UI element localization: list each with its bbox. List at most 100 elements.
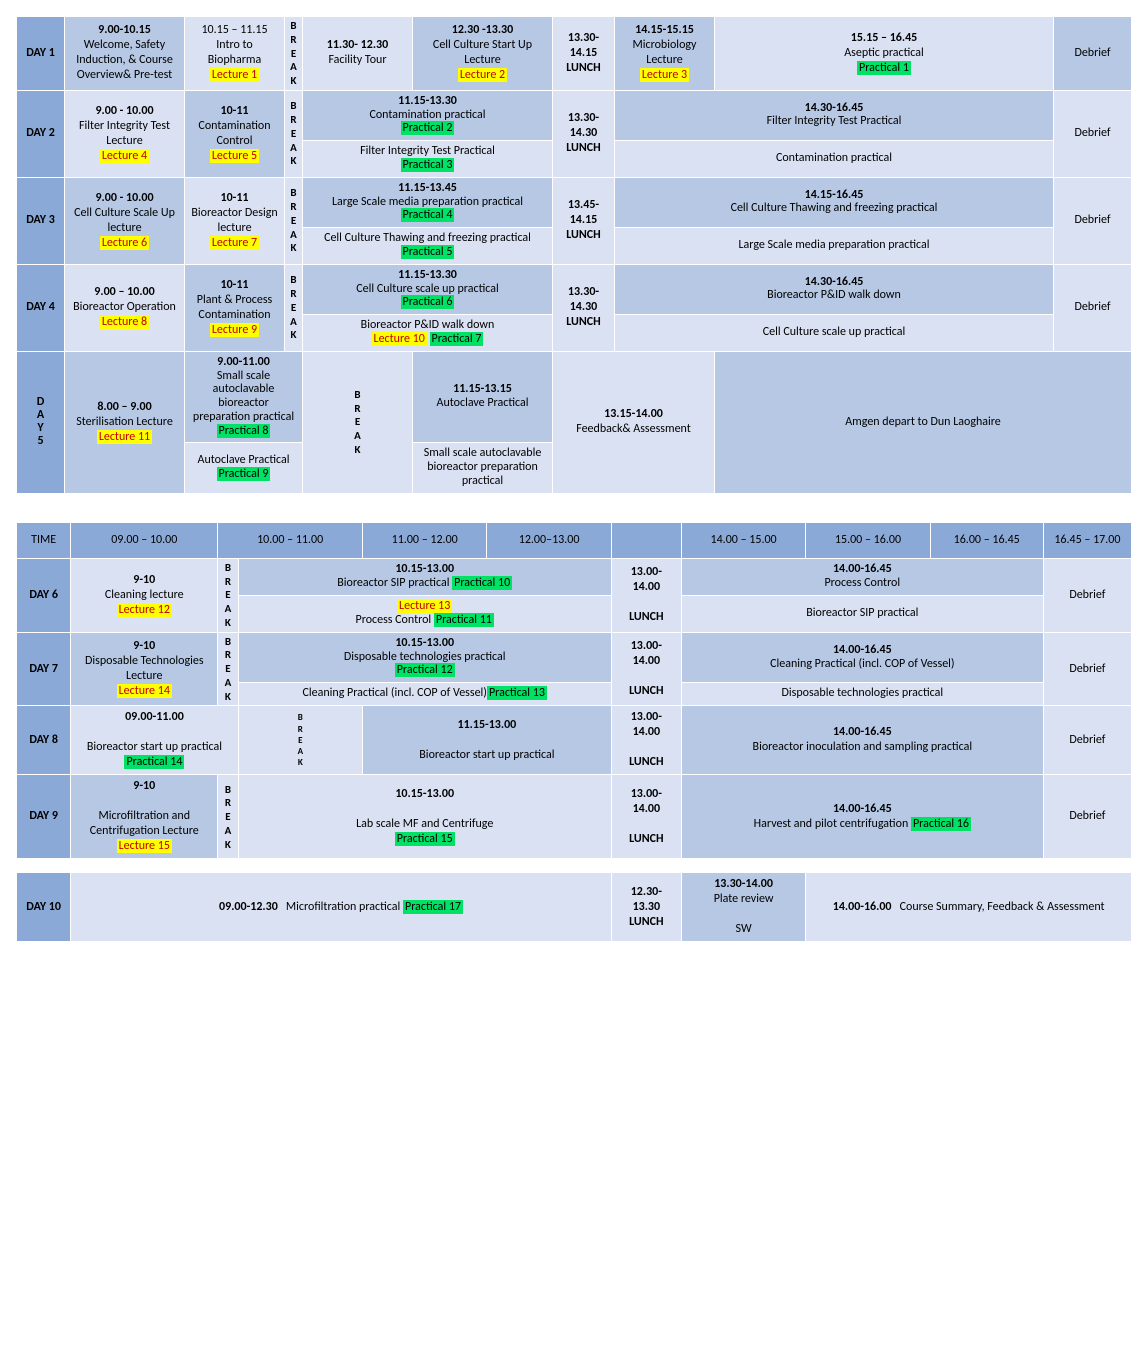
- day1-slot4: 12.30 -13.30 Cell Culture Start Up Lectu…: [413, 17, 553, 91]
- break-cell: BREAK: [218, 632, 238, 706]
- day3-label: DAY 3: [17, 177, 65, 264]
- week1-schedule: DAY 1 9.00-10.15 Welcome, Safety Inducti…: [16, 16, 1132, 494]
- day2-row-top: DAY 2 9.00 - 10.00 Filter Integrity Test…: [17, 90, 1132, 140]
- day2-slot2: 10-11 Contamination Control Lecture 5: [185, 90, 285, 177]
- day4-slot1: 9.00 – 10.00 Bioreactor Operation Lectur…: [65, 264, 185, 351]
- day2-mid-bot: Filter Integrity Test Practical Practica…: [303, 141, 553, 178]
- day2-slot1: 9.00 - 10.00 Filter Integrity Test Lectu…: [65, 90, 185, 177]
- day1-label: DAY 1: [17, 17, 65, 91]
- day9-debrief: Debrief: [1043, 775, 1131, 859]
- day7-aft-top: 14.00-16.45 Cleaning Practical (incl. CO…: [681, 632, 1043, 683]
- day3-slot2: 10-11 Bioreactor Design lecture Lecture …: [185, 177, 285, 264]
- day4-debrief: Debrief: [1054, 264, 1132, 351]
- day3-aft-bot: Large Scale media preparation practical: [615, 228, 1054, 265]
- day2-mid-top: 11.15-13.30 Contamination practical Prac…: [303, 90, 553, 140]
- day5-mid-bot: Autoclave Practical Practical 9: [185, 443, 303, 493]
- break-cell: BREAK: [218, 558, 238, 632]
- day6-debrief: Debrief: [1043, 558, 1131, 632]
- day3-slot1: 9.00 - 10.00 Cell Culture Scale Up lectu…: [65, 177, 185, 264]
- day7-slot1: 9-10 Disposable Technologies Lecture Lec…: [71, 632, 218, 706]
- day6-mid-bot: Lecture 13 Process Control Practical 11: [238, 595, 611, 632]
- day1-slot3: 11.30- 12.30 Facility Tour: [303, 17, 413, 91]
- day6-row-top: DAY 6 9-10 Cleaning lecture Lecture 12 B…: [17, 558, 1132, 595]
- day1-row: DAY 1 9.00-10.15 Welcome, Safety Inducti…: [17, 17, 1132, 91]
- day2-label: DAY 2: [17, 90, 65, 177]
- day8-aft: 14.00-16.45 Bioreactor inoculation and s…: [681, 706, 1043, 775]
- day9-slot1: 9-10 Microfiltration and Centrifugation …: [71, 775, 218, 859]
- day1-slot2: 10.15 – 11.15 Intro to Biopharma Lecture…: [185, 17, 285, 91]
- day4-mid-bot: Bioreactor P&ID walk down Lecture 10 Pra…: [303, 315, 553, 352]
- day1-slot6: 15.15 – 16.45 Aseptic practical Practica…: [715, 17, 1054, 91]
- day3-debrief: Debrief: [1054, 177, 1132, 264]
- day1-slot5: 14.15-15.15 Microbiology Lecture Lecture…: [615, 17, 715, 91]
- break-cell: BREAK: [303, 351, 413, 493]
- day8-lunch: 13.00-14.00 LUNCH: [611, 706, 681, 775]
- day9-lunch: 13.00-14.00 LUNCH: [611, 775, 681, 859]
- day5-right-top: 11.15-13.15 Autoclave Practical: [413, 351, 553, 443]
- day7-aft-bot: Disposable technologies practical: [681, 683, 1043, 706]
- day10-lunch: 12.30-13.30 LUNCH: [611, 873, 681, 942]
- day10-label: DAY 10: [17, 873, 71, 942]
- day5-depart: Amgen depart to Dun Laoghaire: [715, 351, 1132, 493]
- break-cell: BREAK: [218, 775, 238, 859]
- break-cell: BREAK: [285, 17, 303, 91]
- day3-row-top: DAY 3 9.00 - 10.00 Cell Culture Scale Up…: [17, 177, 1132, 227]
- day7-row-top: DAY 7 9-10 Disposable Technologies Lectu…: [17, 632, 1132, 683]
- break-cell: BREAK: [238, 706, 362, 775]
- day6-aft-bot: Bioreactor SIP practical: [681, 595, 1043, 632]
- day9-label: DAY 9: [17, 775, 71, 859]
- day6-slot1: 9-10 Cleaning lecture Lecture 12: [71, 558, 218, 632]
- day10-plate: 13.30-14.00 Plate review SW: [681, 873, 805, 942]
- day5-right-bot: Small scale autoclavable bioreactor prep…: [413, 443, 553, 493]
- day4-row-top: DAY 4 9.00 – 10.00 Bioreactor Operation …: [17, 264, 1132, 314]
- day8-mid: 11.15-13.00 Bioreactor start up practica…: [363, 706, 612, 775]
- day6-mid-top: 10.15-13.00 Bioreactor SIP practical Pra…: [238, 558, 611, 595]
- day2-aft-top: 14.30-16.45 Filter Integrity Test Practi…: [615, 90, 1054, 140]
- day9-row: DAY 9 9-10 Microfiltration and Centrifug…: [17, 775, 1132, 859]
- day8-label: DAY 8: [17, 706, 71, 775]
- day10-right: 14.00-16.00 Course Summary, Feedback & A…: [806, 873, 1132, 942]
- break-cell: BREAK: [285, 264, 303, 351]
- day1-lunch: 13.30-14.15 LUNCH: [553, 17, 615, 91]
- day10-left: 09.00-12.30 Microfiltration practical Pr…: [71, 873, 612, 942]
- day10-row: DAY 10 09.00-12.30 Microfiltration pract…: [17, 873, 1132, 942]
- day4-mid-top: 11.15-13.30 Cell Culture scale up practi…: [303, 264, 553, 314]
- day4-slot2: 10-11 Plant & Process Contamination Lect…: [185, 264, 285, 351]
- day3-mid-top: 11.15-13.45 Large Scale media preparatio…: [303, 177, 553, 227]
- week2-schedule: TIME 09.00 – 10.00 10.00 – 11.00 11.00 –…: [16, 522, 1132, 943]
- day5-row-top: DAY5 8.00 – 9.00 Sterilisation Lecture L…: [17, 351, 1132, 443]
- day4-aft-bot: Cell Culture scale up practical: [615, 315, 1054, 352]
- day5-slot1: 8.00 – 9.00 Sterilisation Lecture Lectur…: [65, 351, 185, 493]
- day5-mid-top: 9.00-11.00 Small scale autoclavable bior…: [185, 351, 303, 443]
- day7-mid-bot: Cleaning Practical (incl. COP of Vessel)…: [238, 683, 611, 706]
- day4-lunch: 13.30-14.30 LUNCH: [553, 264, 615, 351]
- break-cell: BREAK: [285, 177, 303, 264]
- day1-debrief: Debrief: [1054, 17, 1132, 91]
- day8-left: 09.00-11.00 Bioreactor start up practica…: [71, 706, 238, 775]
- day1-slot1: 9.00-10.15 Welcome, Safety Induction, & …: [65, 17, 185, 91]
- day8-debrief: Debrief: [1043, 706, 1131, 775]
- day6-label: DAY 6: [17, 558, 71, 632]
- break-cell: BREAK: [285, 90, 303, 177]
- day3-lunch: 13.45-14.15 LUNCH: [553, 177, 615, 264]
- time-header: TIME: [17, 522, 71, 558]
- day2-lunch: 13.30-14.30 LUNCH: [553, 90, 615, 177]
- day7-lunch: 13.00-14.00 LUNCH: [611, 632, 681, 706]
- day5-label: DAY5: [17, 351, 65, 493]
- day6-aft-top: 14.00-16.45 Process Control: [681, 558, 1043, 595]
- day5-feedback: 13.15-14.00 Feedback& Assessment: [553, 351, 715, 493]
- day3-mid-bot: Cell Culture Thawing and freezing practi…: [303, 228, 553, 265]
- day6-lunch: 13.00-14.00 LUNCH: [611, 558, 681, 632]
- day4-aft-top: 14.30-16.45 Bioreactor P&ID walk down: [615, 264, 1054, 314]
- day3-aft-top: 14.15-16.45 Cell Culture Thawing and fre…: [615, 177, 1054, 227]
- day8-row: DAY 8 09.00-11.00 Bioreactor start up pr…: [17, 706, 1132, 775]
- day2-debrief: Debrief: [1054, 90, 1132, 177]
- week2-header: TIME 09.00 – 10.00 10.00 – 11.00 11.00 –…: [17, 522, 1132, 558]
- day9-aft: 14.00-16.45 Harvest and pilot centrifuga…: [681, 775, 1043, 859]
- day7-debrief: Debrief: [1043, 632, 1131, 706]
- day9-mid: 10.15-13.00 Lab scale MF and Centrifuge …: [238, 775, 611, 859]
- day7-label: DAY 7: [17, 632, 71, 706]
- day4-label: DAY 4: [17, 264, 65, 351]
- day7-mid-top: 10.15-13.00 Disposable technologies prac…: [238, 632, 611, 683]
- day2-aft-bot: Contamination practical: [615, 141, 1054, 178]
